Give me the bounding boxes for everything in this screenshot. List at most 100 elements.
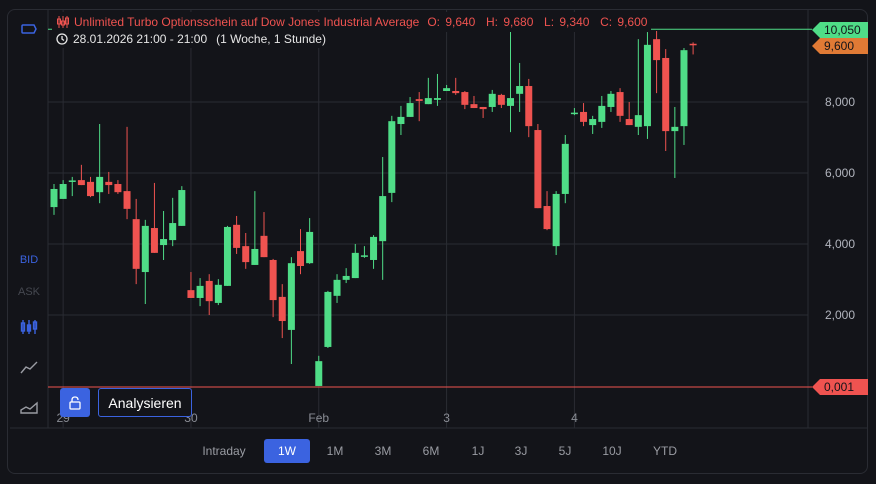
y-tick-label: 8,000 (825, 95, 855, 109)
candle-body (625, 119, 633, 126)
candle-body (169, 223, 177, 241)
candle-body (580, 111, 588, 122)
line-chart-button[interactable] (10, 358, 48, 376)
candle-body (552, 193, 560, 247)
area-chart-button[interactable] (10, 398, 48, 416)
last-price-badge: 9,600 (812, 38, 868, 54)
unlock-icon (69, 395, 81, 410)
candle-body (214, 284, 222, 303)
candle-body (160, 239, 168, 246)
candle-body (689, 43, 697, 46)
candle-body (680, 50, 688, 127)
candle-body (452, 90, 460, 94)
candle-body (534, 130, 542, 209)
candle-body (443, 88, 451, 91)
range-button-5j[interactable]: 5J (558, 444, 572, 458)
candle-body (351, 252, 359, 279)
y-tick-label: 4,000 (825, 237, 855, 251)
candle-body (251, 248, 259, 265)
candle-body (406, 103, 414, 117)
candle-body (105, 181, 113, 186)
clock-icon (56, 33, 68, 45)
candle-body (141, 225, 149, 273)
x-tick-label: Feb (308, 411, 329, 425)
candle-body (187, 290, 195, 298)
candle-body (205, 280, 213, 302)
candle-body (297, 251, 305, 267)
range-button-6m[interactable]: 6M (422, 444, 440, 458)
candlestick-chart-button[interactable] (10, 318, 48, 336)
range-button-1w[interactable]: 1W (264, 439, 310, 463)
candle-body (96, 176, 104, 193)
y-tick-label: 6,000 (825, 166, 855, 180)
tag-icon (21, 24, 37, 34)
x-tick-label: 4 (571, 411, 578, 425)
candle-body (114, 184, 122, 193)
high-price-badge: 10,050 (812, 22, 868, 38)
tag-button[interactable] (10, 20, 48, 38)
ohlc-values: O: 9,640 H: 9,680 L: 9,340 C: 9,600 (427, 15, 648, 29)
candle-body (433, 98, 441, 100)
range-button-3m[interactable]: 3M (374, 444, 392, 458)
candle-body (561, 143, 569, 194)
candle-body (415, 99, 423, 101)
candle-body (370, 236, 378, 260)
candle-body (342, 275, 350, 280)
candle-body (589, 119, 597, 126)
candle-body (324, 291, 332, 347)
candle-body (50, 188, 58, 208)
candles-icon (57, 16, 69, 28)
candle-body (397, 116, 405, 125)
candle-body (287, 263, 295, 330)
range-button-1j[interactable]: 1J (471, 444, 485, 458)
candle-body (516, 86, 524, 94)
analyze-button[interactable]: Analysieren (98, 388, 192, 417)
candle-body (132, 219, 140, 269)
range-button-ytd[interactable]: YTD (653, 444, 677, 458)
candle-body (233, 224, 241, 248)
candle-body (470, 104, 478, 109)
candle-body (77, 180, 85, 186)
candle-body (479, 106, 487, 110)
candle-body (671, 126, 679, 132)
datetime-range: 28.01.2026 21:00 - 21:00 (73, 32, 208, 46)
bid-toggle[interactable]: BID (19, 254, 39, 266)
candle-body (123, 191, 131, 209)
candle-body (543, 206, 551, 230)
datetime-legend: 28.01.2026 21:00 - 21:00 (1 Woche, 1 Stu… (52, 30, 330, 48)
candle-body (388, 121, 396, 193)
candle-body (598, 105, 606, 122)
candle-body (607, 93, 615, 107)
candle-body (616, 92, 624, 116)
candle-body (497, 94, 505, 105)
range-button-3j[interactable]: 3J (514, 444, 528, 458)
candle-body (306, 231, 314, 264)
instrument-title: Unlimited Turbo Optionsschein auf Dow Jo… (74, 15, 420, 29)
candle-body (260, 235, 268, 258)
candle-body (461, 92, 469, 105)
candle-body (424, 98, 432, 105)
ask-toggle[interactable]: ASK (17, 286, 40, 298)
range-button-10j[interactable]: 10J (602, 444, 622, 458)
candle-body (525, 86, 533, 127)
candle-body (360, 255, 368, 257)
candle-body (269, 259, 277, 301)
candle-body (662, 57, 670, 132)
line-chart-icon (20, 361, 38, 374)
lock-button[interactable] (60, 388, 90, 417)
candle-body (507, 98, 514, 106)
candle-body (488, 93, 496, 107)
interval-label: (1 Woche, 1 Stunde) (216, 32, 326, 46)
candle-body (196, 285, 204, 298)
area-chart-icon (20, 401, 38, 414)
range-button-1m[interactable]: 1M (326, 444, 344, 458)
range-button-intraday[interactable]: Intraday (202, 444, 246, 458)
chart-frame (7, 9, 868, 474)
candle-body (68, 180, 76, 182)
candle-body (315, 361, 323, 386)
candle-body (87, 181, 95, 197)
candle-body (634, 115, 642, 127)
candle-body (178, 190, 186, 226)
low-price-badge: 0,001 (812, 379, 868, 395)
